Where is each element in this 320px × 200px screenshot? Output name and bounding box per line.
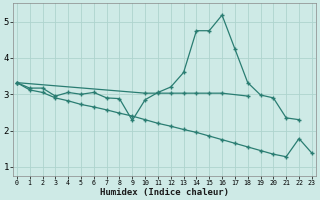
- X-axis label: Humidex (Indice chaleur): Humidex (Indice chaleur): [100, 188, 229, 197]
